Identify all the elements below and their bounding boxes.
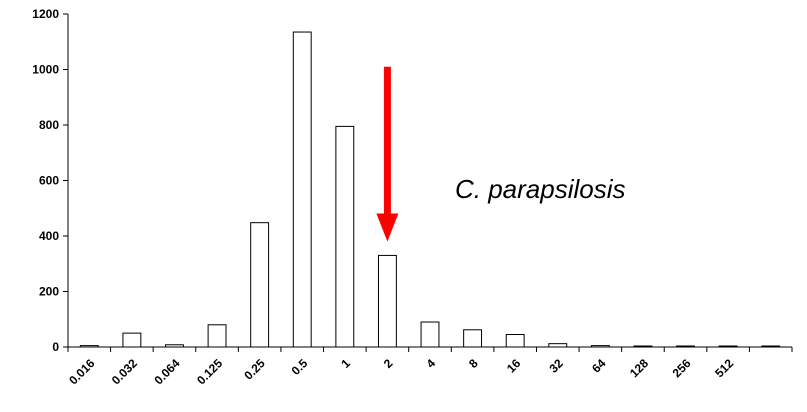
bar: [165, 344, 184, 348]
bar: [590, 345, 610, 348]
bars: [79, 31, 781, 348]
y-tick-label: 600: [39, 174, 59, 188]
bar: [676, 345, 695, 348]
x-tick-label: 256: [670, 356, 694, 380]
red-arrow: [376, 66, 399, 242]
bar: [548, 343, 568, 348]
x-tick-label: 0.125: [194, 356, 225, 387]
annotation-label: C. parapsilosis: [455, 174, 626, 204]
bar: [761, 345, 781, 348]
arrow-head: [376, 213, 399, 242]
x-tick-label: 0.064: [151, 356, 182, 387]
x-tick-label: 32: [547, 356, 567, 376]
bar: [463, 329, 483, 348]
bar: [250, 222, 270, 348]
x-tick-label: 0.032: [109, 356, 140, 387]
x-tick-label: 0.25: [241, 356, 268, 383]
x-tick-label: 512: [712, 356, 736, 380]
bar: [207, 324, 227, 348]
bar: [79, 345, 99, 348]
y-tick-label: 1000: [32, 63, 59, 77]
x-tick-label: 0.016: [66, 356, 97, 387]
x-axis: 0.016 0.032 0.064 0.125 0.25 0.5 1 2 4 8 16 32 64 128…: [66, 346, 793, 387]
bar: [505, 334, 525, 348]
bar: [718, 345, 738, 348]
bar: [377, 254, 397, 348]
bar: [122, 332, 142, 348]
x-tick-label: 128: [627, 356, 651, 380]
x-tick-label: 4: [423, 356, 438, 371]
bar: [420, 321, 440, 348]
y-tick-label: 400: [39, 229, 59, 243]
bar: [335, 125, 355, 348]
x-tick-label: 64: [589, 356, 609, 376]
y-axis: 0 200 400 600 800 1000 1200: [32, 7, 69, 354]
x-tick-label: 8: [466, 356, 481, 371]
bar: [633, 345, 653, 348]
y-tick-label: 800: [39, 118, 59, 132]
y-tick-label: 1200: [32, 7, 59, 21]
y-tick-label: 200: [39, 285, 59, 299]
x-tick-label: 16: [504, 356, 524, 376]
y-tick-label: 0: [52, 340, 59, 354]
x-tick-label: 1: [338, 356, 353, 371]
x-tick-label: 0.5: [289, 356, 311, 378]
x-tick-label: 2: [381, 356, 396, 371]
bar: [292, 31, 312, 348]
